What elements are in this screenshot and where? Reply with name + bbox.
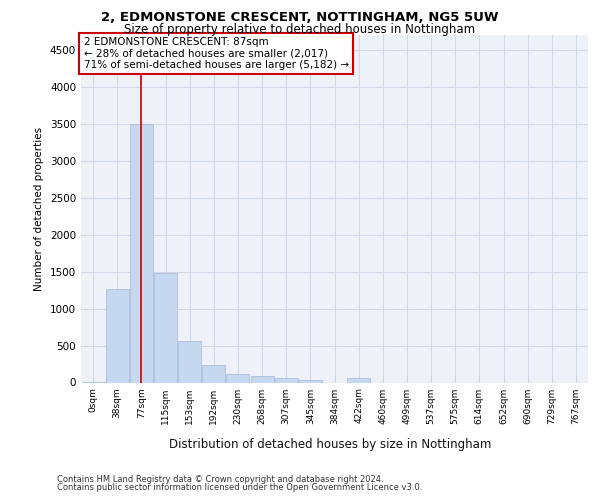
Text: 2, EDMONSTONE CRESCENT, NOTTINGHAM, NG5 5UW: 2, EDMONSTONE CRESCENT, NOTTINGHAM, NG5 … (101, 11, 499, 24)
Bar (202, 366, 225, 382)
Bar (154, 273, 177, 382)
Text: Distribution of detached houses by size in Nottingham: Distribution of detached houses by size … (169, 438, 491, 451)
Bar (130, 124, 153, 382)
Y-axis label: Number of detached properties: Number of detached properties (34, 126, 44, 291)
Bar (299, 380, 322, 382)
Bar (275, 378, 298, 382)
Text: Contains public sector information licensed under the Open Government Licence v3: Contains public sector information licen… (57, 483, 422, 492)
Bar (251, 376, 274, 382)
Text: Size of property relative to detached houses in Nottingham: Size of property relative to detached ho… (124, 22, 476, 36)
Bar (226, 374, 250, 382)
Bar (106, 288, 128, 382)
Bar (347, 378, 370, 382)
Bar (178, 341, 201, 382)
Text: Contains HM Land Registry data © Crown copyright and database right 2024.: Contains HM Land Registry data © Crown c… (57, 475, 383, 484)
Text: 2 EDMONSTONE CRESCENT: 87sqm
← 28% of detached houses are smaller (2,017)
71% of: 2 EDMONSTONE CRESCENT: 87sqm ← 28% of de… (83, 36, 349, 70)
